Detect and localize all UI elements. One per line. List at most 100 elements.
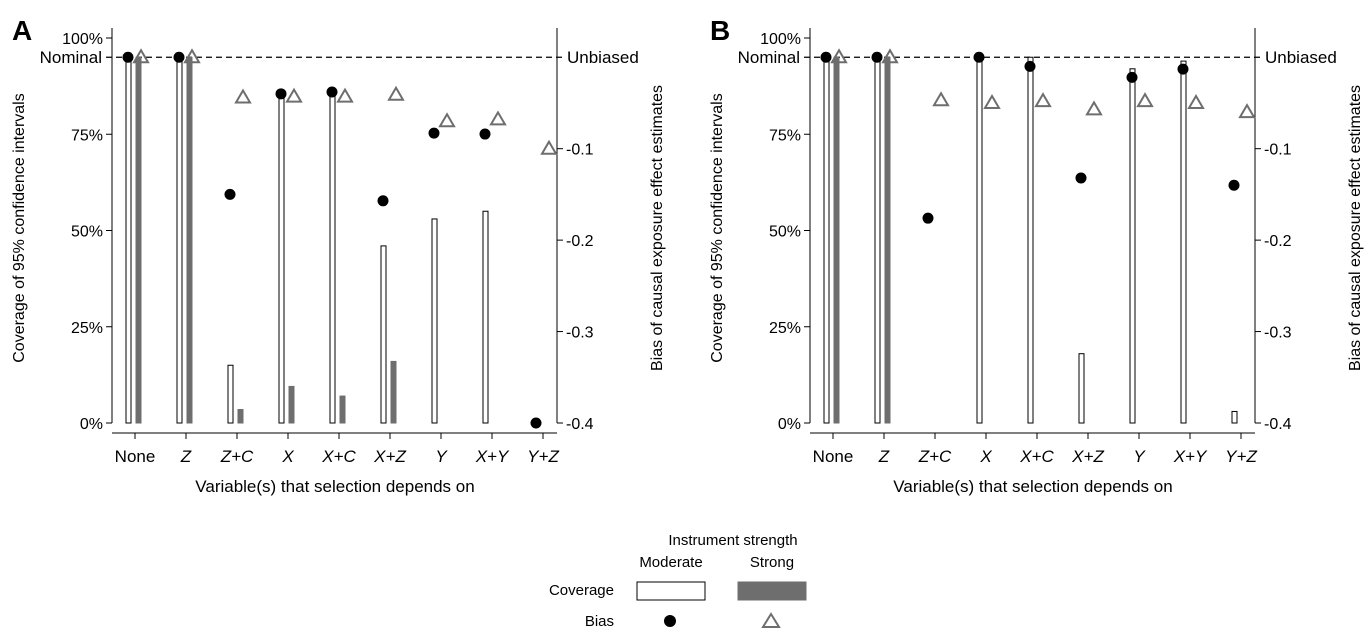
panel-a-bias-moderate-dot [326, 86, 338, 98]
panel-b-bias-strong-triangle [1187, 93, 1205, 109]
panel-b-letter: B [710, 15, 730, 46]
panel-a-left-tick-label: 50% [71, 224, 103, 241]
panel-a-bar-coverage-moderate [278, 91, 285, 424]
panel-a-right-tick-label: -0.2 [566, 233, 594, 250]
panel-a-bias-moderate-dot [530, 417, 542, 429]
panel-b-bar-coverage-moderate [874, 56, 881, 424]
panel-b-unbiased-label: Unbiased [1265, 48, 1337, 67]
panel-b-left-tick-label: 25% [769, 320, 801, 337]
panel-a-xlabel: Variable(s) that selection depends on [195, 477, 474, 496]
panel-a-bias-strong-triangle [234, 88, 252, 104]
panel-b-left-tick-label: 75% [769, 127, 801, 144]
panel-a-bias-moderate-dot [479, 128, 491, 140]
legend-strong-bias-triangle [761, 612, 781, 628]
panel-b-x-tick-label: Z+C [918, 447, 952, 466]
panel-a-ylabel-left: Coverage of 95% confidence intervals [11, 93, 28, 363]
panel-b-x-tick-label: X+Z [1071, 447, 1104, 466]
panel-b-left-tick-label: 0% [778, 416, 801, 433]
panel-b-bias-moderate-dot [820, 51, 832, 63]
panel-a-bar-coverage-strong [339, 395, 346, 424]
panel-b-bias-moderate-dot [1126, 71, 1138, 83]
panel-a-bar-coverage-moderate [176, 56, 183, 424]
panel-b-bias-strong-triangle [1136, 92, 1154, 108]
panel-b-left-tick-label: 50% [769, 224, 801, 241]
panel-b-x-tick-label: None [813, 447, 854, 466]
panel-b-x-tick-label: X+Y [1173, 447, 1208, 466]
panel-b-bias-moderate-dot [922, 212, 934, 224]
panel-b-bar-coverage-moderate [1027, 56, 1034, 424]
panel-a-bar-coverage-strong [237, 409, 244, 424]
panel-b-right-tick-label: -0.4 [1264, 416, 1292, 433]
panel-a-bar-coverage-strong [135, 56, 142, 424]
panel-b-bias-moderate-dot [871, 51, 883, 63]
panel-a-bar-coverage-moderate [431, 218, 438, 424]
panel-b-bias-moderate-dot [973, 51, 985, 63]
panel-b-bar-coverage-moderate [1180, 60, 1187, 424]
panel-b-ylabel-right: Bias of causal exposure effect estimates [1347, 85, 1364, 371]
panel-a-bias-strong-triangle [285, 87, 303, 103]
legend-coverage-label: Coverage [549, 582, 614, 599]
panel-a-bias-moderate-dot [224, 188, 236, 200]
panel-a-bar-coverage-moderate [227, 364, 234, 424]
panel-a: A Coverage of 95% confidence intervals B… [11, 15, 666, 496]
panel-a-bias-strong-triangle [540, 139, 558, 155]
panel-a-left-tick-label: 100% [62, 31, 103, 48]
panel-a-letter: A [12, 15, 32, 46]
panel-a-bias-strong-triangle [387, 85, 405, 101]
panel-b-x-tick-label: Y [1133, 447, 1146, 466]
panel-a-bias-moderate-dot [428, 127, 440, 139]
panel-b-bar-coverage-strong [833, 56, 840, 424]
panel-b-x-tick-label: X+C [1019, 447, 1054, 466]
panel-b-ylabel-left: Coverage of 95% confidence intervals [709, 93, 726, 363]
panel-a-left-tick-label: 75% [71, 127, 103, 144]
legend-title: Instrument strength [668, 532, 797, 549]
panel-a-x-tick-label: X [281, 447, 294, 466]
legend-strong-label: Strong [750, 554, 794, 571]
panel-a-x-tick-label: Z [180, 447, 192, 466]
panel-a-left-tick-label: 0% [80, 416, 103, 433]
panel-a-x-tick-label: Y [435, 447, 448, 466]
panel-a-right-tick-label: -0.1 [566, 142, 594, 159]
panel-b-bias-strong-triangle [881, 48, 899, 64]
panel-b-bias-strong-triangle [932, 91, 950, 107]
panel-b-x-tick-label: X [979, 447, 992, 466]
panel-a-left-tick-label: 25% [71, 320, 103, 337]
panel-b-bias-moderate-dot [1177, 63, 1189, 75]
panel-b-bar-coverage-strong [884, 56, 891, 424]
panel-a-bias-strong-triangle [336, 87, 354, 103]
panel-b-right-tick-label: -0.2 [1264, 233, 1292, 250]
panel-a-x-tick-label: Y+Z [527, 447, 559, 466]
panel-b-xlabel: Variable(s) that selection depends on [893, 477, 1172, 496]
panel-a-x-tick-label: Z+C [220, 447, 254, 466]
panel-b-bar-coverage-moderate [1078, 353, 1085, 424]
panel-b-bias-moderate-dot [1075, 172, 1087, 184]
panel-a-bias-strong-triangle [489, 110, 507, 126]
legend-moderate-coverage-swatch [636, 581, 706, 601]
panel-a-bar-coverage-moderate [380, 245, 387, 424]
legend-strong-coverage-swatch [737, 581, 807, 601]
legend-moderate-label: Moderate [639, 554, 702, 571]
panel-a-right-tick-label: -0.4 [566, 416, 594, 433]
panel-b-bias-strong-triangle [1238, 103, 1256, 119]
panel-a-bar-coverage-moderate [329, 91, 336, 424]
panel-b-bias-moderate-dot [1228, 179, 1240, 191]
panel-a-right-tick-label: -0.3 [566, 325, 594, 342]
panel-a-bias-strong-triangle [132, 48, 150, 64]
panel-b-bias-strong-triangle [983, 93, 1001, 109]
legend: Instrument strength Moderate Strong Cove… [549, 532, 807, 629]
panel-b: B Coverage of 95% confidence intervals B… [709, 15, 1364, 496]
panel-b-x-tick-label: Z [878, 447, 890, 466]
legend-bias-label: Bias [585, 613, 614, 629]
panel-a-bias-moderate-dot [122, 51, 134, 63]
panel-a-bar-coverage-moderate [482, 210, 489, 424]
panel-b-bias-moderate-dot [1024, 60, 1036, 72]
panel-b-bar-coverage-moderate [1231, 410, 1238, 424]
panel-b-bar-coverage-moderate [976, 56, 983, 424]
panel-b-bias-strong-triangle [1085, 100, 1103, 116]
legend-moderate-bias-dot [664, 615, 676, 627]
panel-b-left-tick-label: 100% [760, 31, 801, 48]
panel-a-bar-coverage-strong [288, 385, 295, 424]
panel-a-bias-strong-triangle [438, 112, 456, 128]
panel-a-bias-moderate-dot [377, 195, 389, 207]
